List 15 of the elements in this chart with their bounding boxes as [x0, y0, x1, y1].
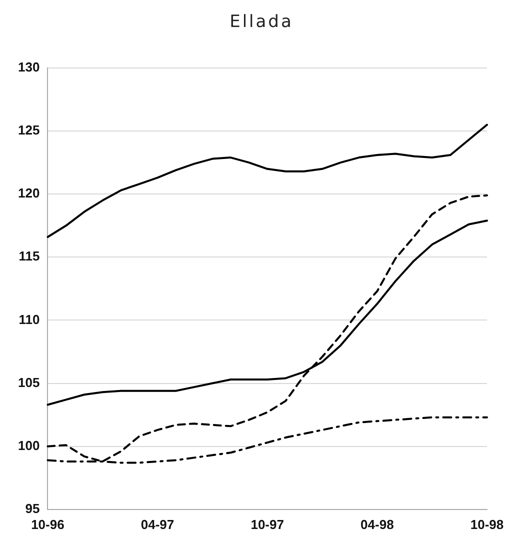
chart-title: Ellada — [228, 12, 294, 32]
y-tick-label: 120 — [18, 186, 40, 201]
y-tick-label: 95 — [25, 500, 40, 516]
line-series — [46, 194, 488, 462]
x-tick-label: 10-98 — [470, 516, 504, 532]
y-tick-label: 105 — [18, 374, 40, 390]
x-tick-label: 04-98 — [360, 516, 394, 532]
y-tick-label: 115 — [18, 248, 40, 264]
y-tick-label: 130 — [18, 60, 40, 75]
x-tick-label: 10-96 — [31, 516, 64, 532]
y-tick-label: 100 — [18, 438, 40, 453]
x-tick-label: 10-97 — [250, 516, 284, 532]
y-tick-label: 110 — [18, 312, 40, 327]
y-tick-label: 125 — [18, 122, 40, 138]
x-tick-label: 04-97 — [140, 516, 174, 532]
